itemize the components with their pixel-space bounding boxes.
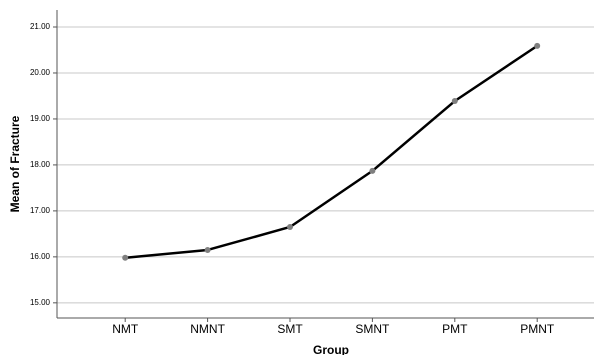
- y-tick-label: 18.00: [30, 160, 51, 169]
- y-tick-label: 17.00: [30, 206, 51, 215]
- y-tick-label: 15.00: [30, 298, 51, 307]
- x-tick-label: SMNT: [355, 322, 390, 336]
- y-tick-label: 20.00: [30, 68, 51, 77]
- x-tick-label: NMNT: [190, 322, 225, 336]
- y-axis-title: Mean of Fracture: [8, 115, 22, 212]
- y-tick-label: 16.00: [30, 252, 51, 261]
- data-point: [369, 167, 376, 174]
- data-point: [451, 98, 458, 105]
- data-line: [125, 44, 538, 260]
- x-tick-label: PMT: [442, 322, 468, 336]
- data-point: [122, 254, 129, 261]
- y-tick-label: 21.00: [30, 22, 51, 31]
- y-tick-label: 19.00: [30, 114, 51, 123]
- data-point: [287, 223, 293, 230]
- x-tick-label: NMT: [112, 322, 139, 336]
- x-tick-label: SMT: [277, 322, 303, 336]
- x-axis-title: Group: [313, 343, 349, 355]
- x-tick-label: PMNT: [520, 322, 555, 336]
- data-point: [534, 42, 541, 49]
- data-point: [204, 246, 211, 253]
